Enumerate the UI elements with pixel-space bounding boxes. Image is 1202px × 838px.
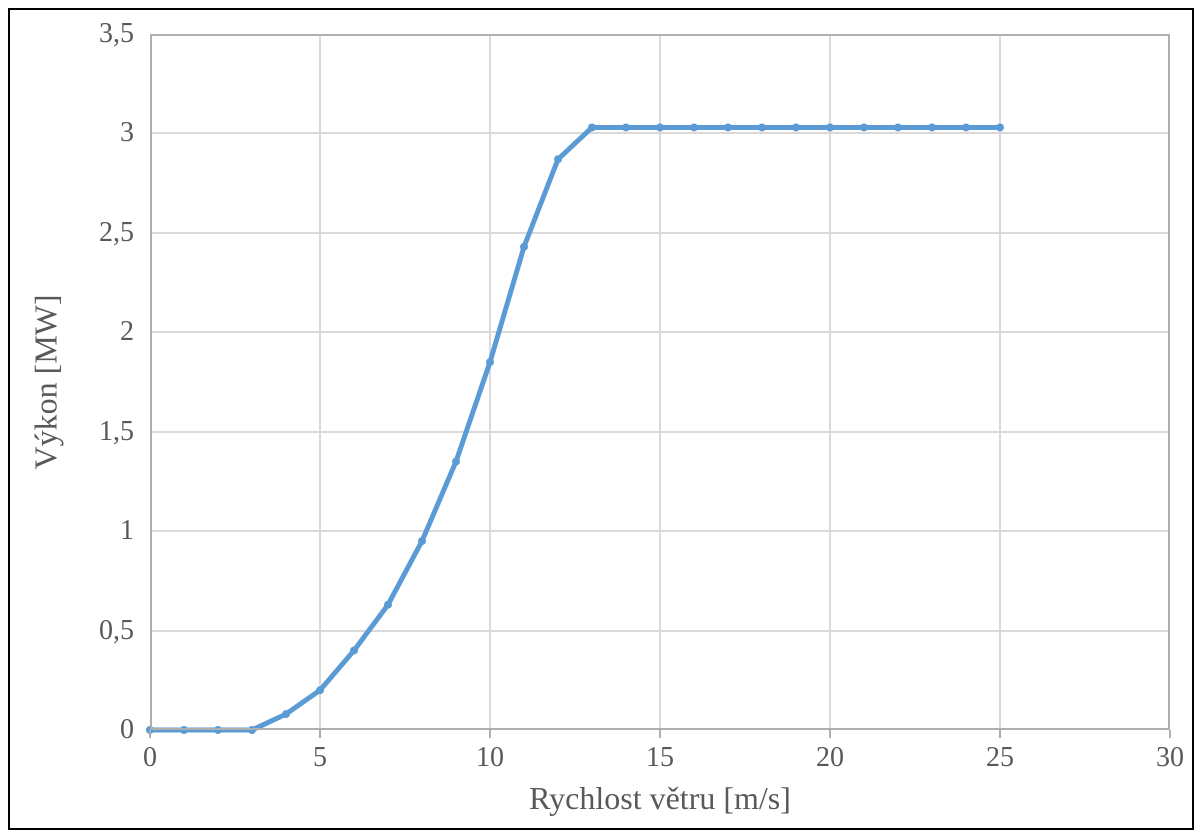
chart-container: 0 5 10 15 20 25 30 0 0,5 1 1,5 2 2,5 3 3,5 Rychlost v… [8, 8, 1194, 830]
x-tick-mark [659, 730, 661, 738]
x-tick-label: 10 [476, 742, 504, 774]
series-marker [384, 601, 392, 609]
series-marker [554, 155, 562, 163]
x-tick-mark [319, 730, 321, 738]
x-tick-label: 0 [143, 742, 157, 774]
series-marker [486, 358, 494, 366]
series-marker [622, 123, 630, 131]
y-tick-label: 2,5 [99, 217, 134, 249]
x-tick-label: 30 [1156, 742, 1184, 774]
series-marker [452, 458, 460, 466]
x-tick-mark [149, 730, 151, 738]
y-tick-label: 1,5 [99, 416, 134, 448]
series-marker [180, 726, 188, 734]
y-tick-label: 0 [120, 714, 134, 746]
plot-area [150, 34, 1170, 730]
x-axis-label: Rychlost větru [m/s] [150, 780, 1170, 817]
x-tick-label: 15 [646, 742, 674, 774]
y-tick-label: 3 [120, 117, 134, 149]
series-marker [656, 123, 664, 131]
y-axis-label: Výkon [MW] [28, 294, 65, 469]
series-marker [758, 123, 766, 131]
x-tick-mark [489, 730, 491, 738]
series-marker [588, 123, 596, 131]
x-tick-label: 20 [816, 742, 844, 774]
x-tick-mark [999, 730, 1001, 738]
series-marker [962, 123, 970, 131]
series-marker [214, 726, 222, 734]
series-marker [418, 537, 426, 545]
y-tick-label: 1 [120, 515, 134, 547]
power-curve-line [150, 34, 1170, 730]
series-marker [282, 710, 290, 718]
series-marker [690, 123, 698, 131]
series-marker [894, 123, 902, 131]
y-tick-label: 0,5 [99, 615, 134, 647]
series-marker [860, 123, 868, 131]
series-marker [826, 123, 834, 131]
x-tick-label: 25 [986, 742, 1014, 774]
y-tick-label: 2 [120, 316, 134, 348]
series-line [150, 127, 1000, 730]
series-marker [316, 686, 324, 694]
series-marker [724, 123, 732, 131]
series-marker [350, 646, 358, 654]
x-tick-mark [1169, 730, 1171, 738]
y-tick-label: 3,5 [99, 18, 134, 50]
x-tick-mark [829, 730, 831, 738]
series-marker [928, 123, 936, 131]
series-marker [520, 243, 528, 251]
x-tick-label: 5 [313, 742, 327, 774]
series-marker [996, 123, 1004, 131]
series-marker [248, 726, 256, 734]
series-marker [792, 123, 800, 131]
